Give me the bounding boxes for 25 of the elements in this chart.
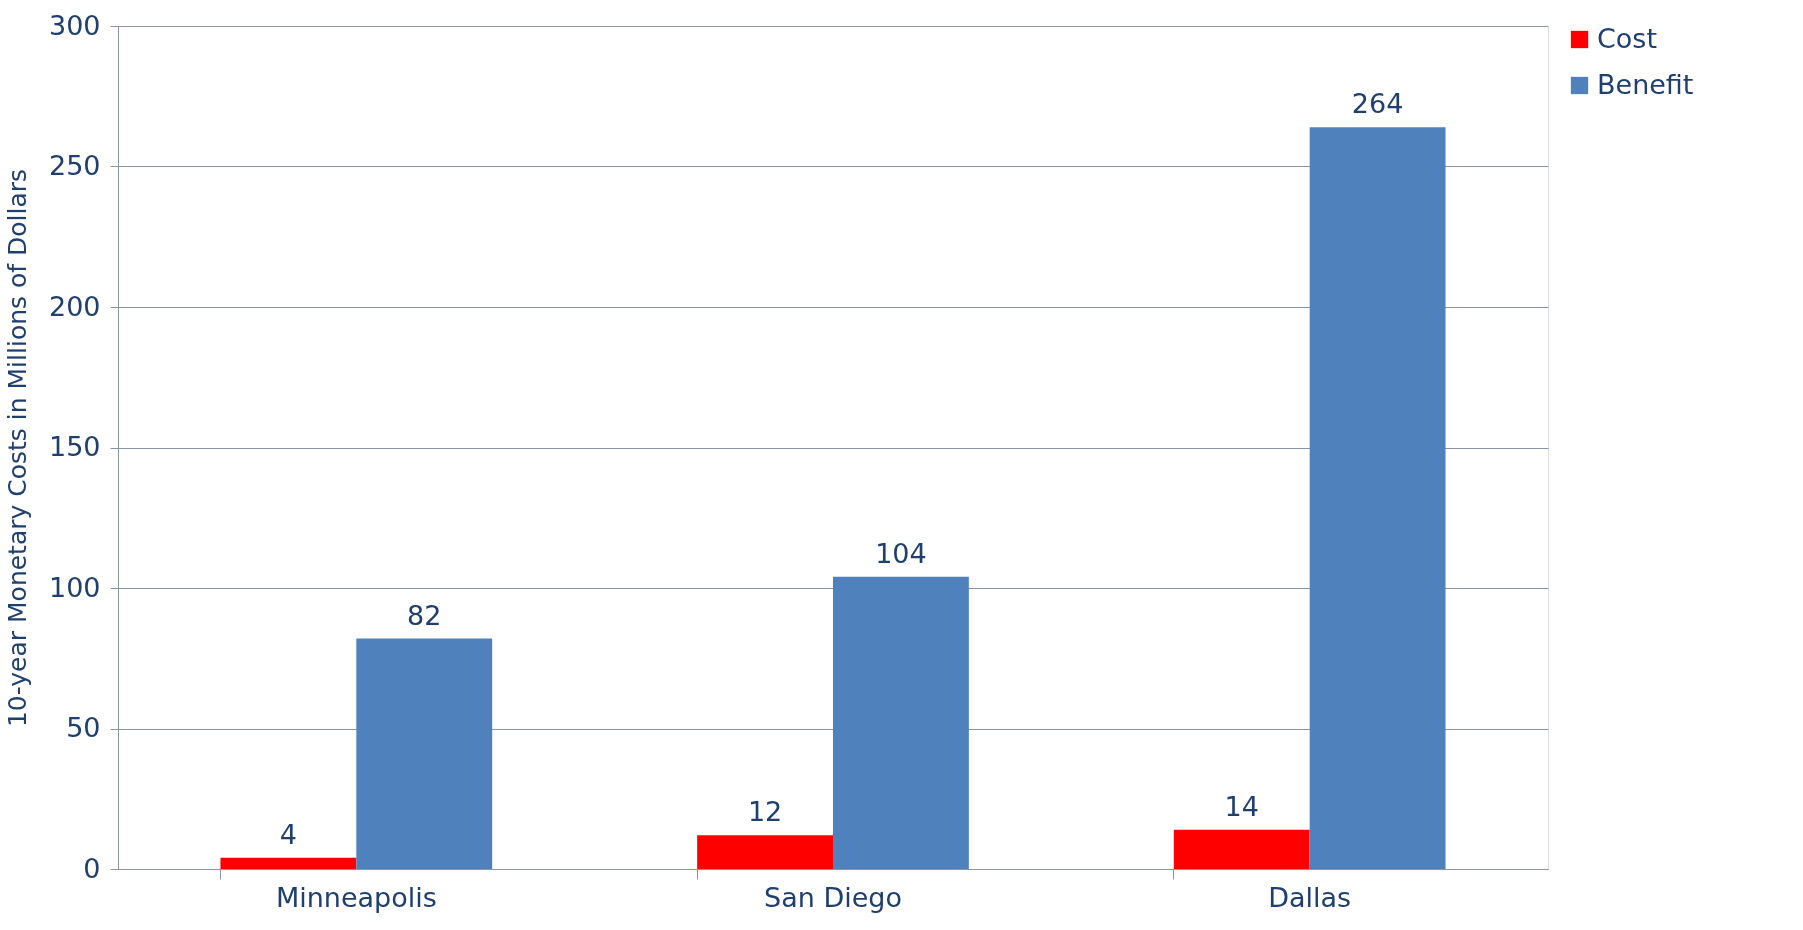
y-tick-label: 0 bbox=[83, 852, 101, 884]
data-label: 82 bbox=[407, 599, 442, 631]
bar bbox=[1173, 829, 1310, 869]
data-label: 14 bbox=[1224, 790, 1259, 822]
data-label: 4 bbox=[279, 818, 297, 850]
y-tick-label: 300 bbox=[48, 9, 101, 41]
y-tick-label: 250 bbox=[48, 150, 101, 181]
data-label: 264 bbox=[1351, 88, 1404, 120]
bar bbox=[1309, 127, 1446, 869]
bar bbox=[220, 857, 357, 869]
bar bbox=[697, 835, 833, 869]
y-tick-label: 200 bbox=[48, 290, 101, 322]
y-tick-label: 50 bbox=[66, 712, 101, 743]
x-tick-label: Minneapolis bbox=[275, 881, 437, 913]
x-tick-label: San Diego bbox=[764, 881, 902, 913]
legend-label: Benefit bbox=[1597, 68, 1694, 100]
legend-label: Cost bbox=[1597, 22, 1658, 54]
x-tick-label: Dallas bbox=[1268, 881, 1352, 913]
y-axis-title: 10-year Monetary Costs in Millions of Dollars bbox=[2, 168, 32, 728]
bar bbox=[833, 576, 969, 869]
data-label: 104 bbox=[875, 537, 927, 569]
y-tick-label: 150 bbox=[48, 431, 101, 462]
bar bbox=[356, 638, 493, 869]
data-label: 12 bbox=[747, 796, 783, 828]
y-tick-label: 100 bbox=[48, 571, 101, 603]
